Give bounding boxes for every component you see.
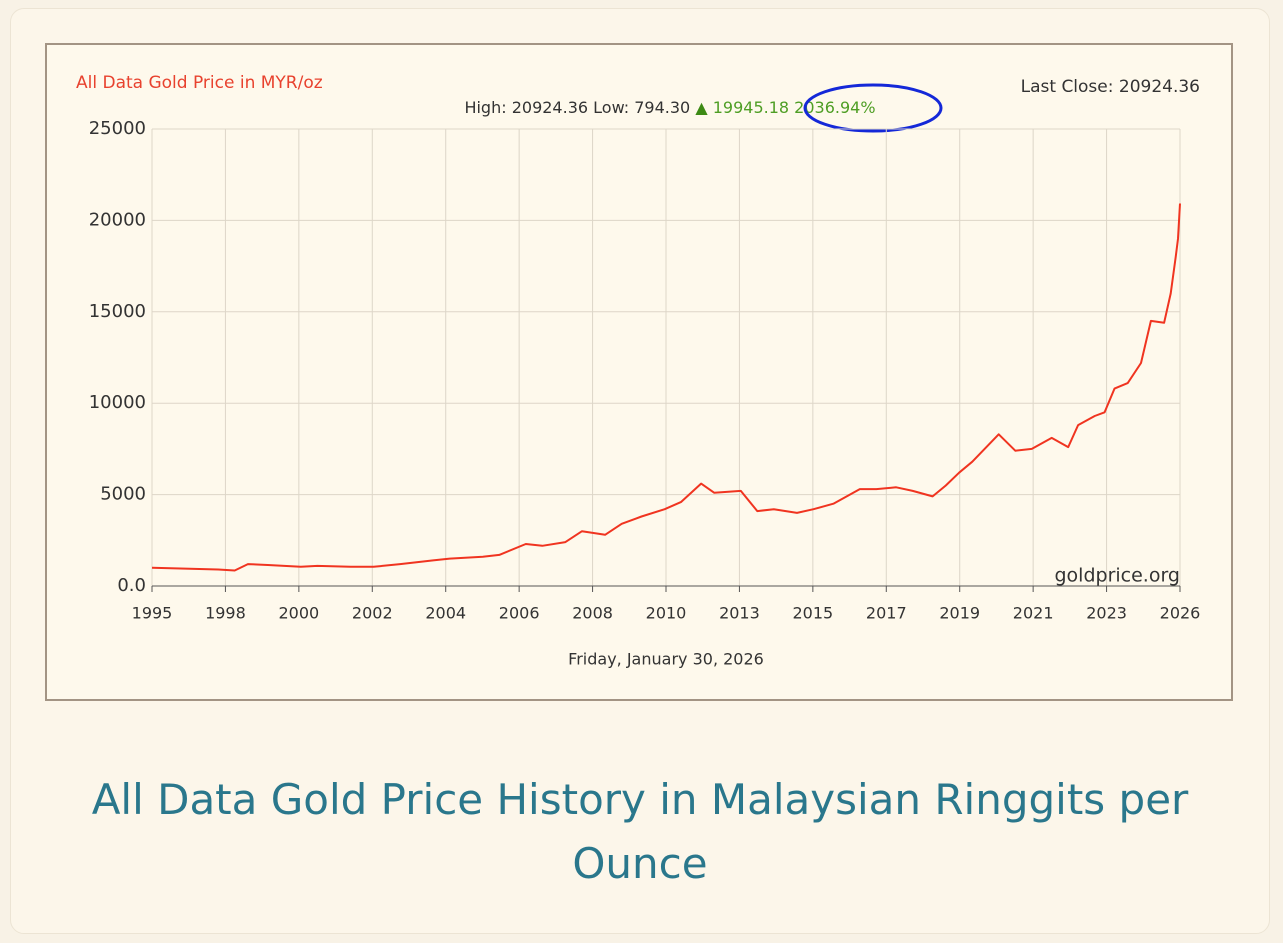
x-tick-label: 1995 xyxy=(132,604,173,623)
x-tick-label: 2010 xyxy=(646,604,687,623)
y-tick-label: 10000 xyxy=(89,392,146,413)
y-tick-label: 5000 xyxy=(100,484,146,505)
x-tick-label: 2021 xyxy=(1013,604,1054,623)
x-tick-label: 2023 xyxy=(1086,604,1127,623)
x-axis-label: Friday, January 30, 2026 xyxy=(568,650,764,669)
last-close: Last Close: 20924.36 xyxy=(1021,77,1200,97)
stat-change-pct: 2036.94% xyxy=(794,98,875,117)
x-tick-label: 2000 xyxy=(278,604,319,623)
x-tick-label: 2013 xyxy=(719,604,760,623)
chart: All Data Gold Price in MYR/oz Last Close… xyxy=(45,43,1233,701)
y-tick-label: 15000 xyxy=(89,301,146,322)
x-tick-label: 2017 xyxy=(866,604,907,623)
y-tick-label: 25000 xyxy=(89,118,146,139)
chart-frame xyxy=(45,43,1233,701)
x-tick-label: 2002 xyxy=(352,604,393,623)
stat-low: Low: 794.30 xyxy=(593,98,690,117)
caption: All Data Gold Price History in Malaysian… xyxy=(91,775,1189,888)
price-line xyxy=(151,203,1181,572)
watermark: goldprice.org xyxy=(1054,565,1180,587)
x-tick-label: 2015 xyxy=(792,604,833,623)
x-tick-label: 2004 xyxy=(425,604,466,623)
y-tick-label: 20000 xyxy=(89,209,146,230)
stat-change: 19945.18 xyxy=(713,98,789,117)
x-tick-label: 1998 xyxy=(205,604,246,623)
y-tick-label: 0.0 xyxy=(117,575,146,596)
x-tick-label: 2019 xyxy=(939,604,980,623)
x-tick-label: 2008 xyxy=(572,604,613,623)
stat-high: High: 20924.36 xyxy=(464,98,588,117)
highlight-circle xyxy=(803,83,943,133)
x-tick-label: 2026 xyxy=(1160,604,1201,623)
stat-arrow: ▲ xyxy=(695,98,708,117)
stats: High: 20924.36 Low: 794.30 ▲ 19945.18 20… xyxy=(464,98,875,117)
x-tick-label: 2006 xyxy=(499,604,540,623)
chart-title: All Data Gold Price in MYR/oz xyxy=(76,73,323,93)
